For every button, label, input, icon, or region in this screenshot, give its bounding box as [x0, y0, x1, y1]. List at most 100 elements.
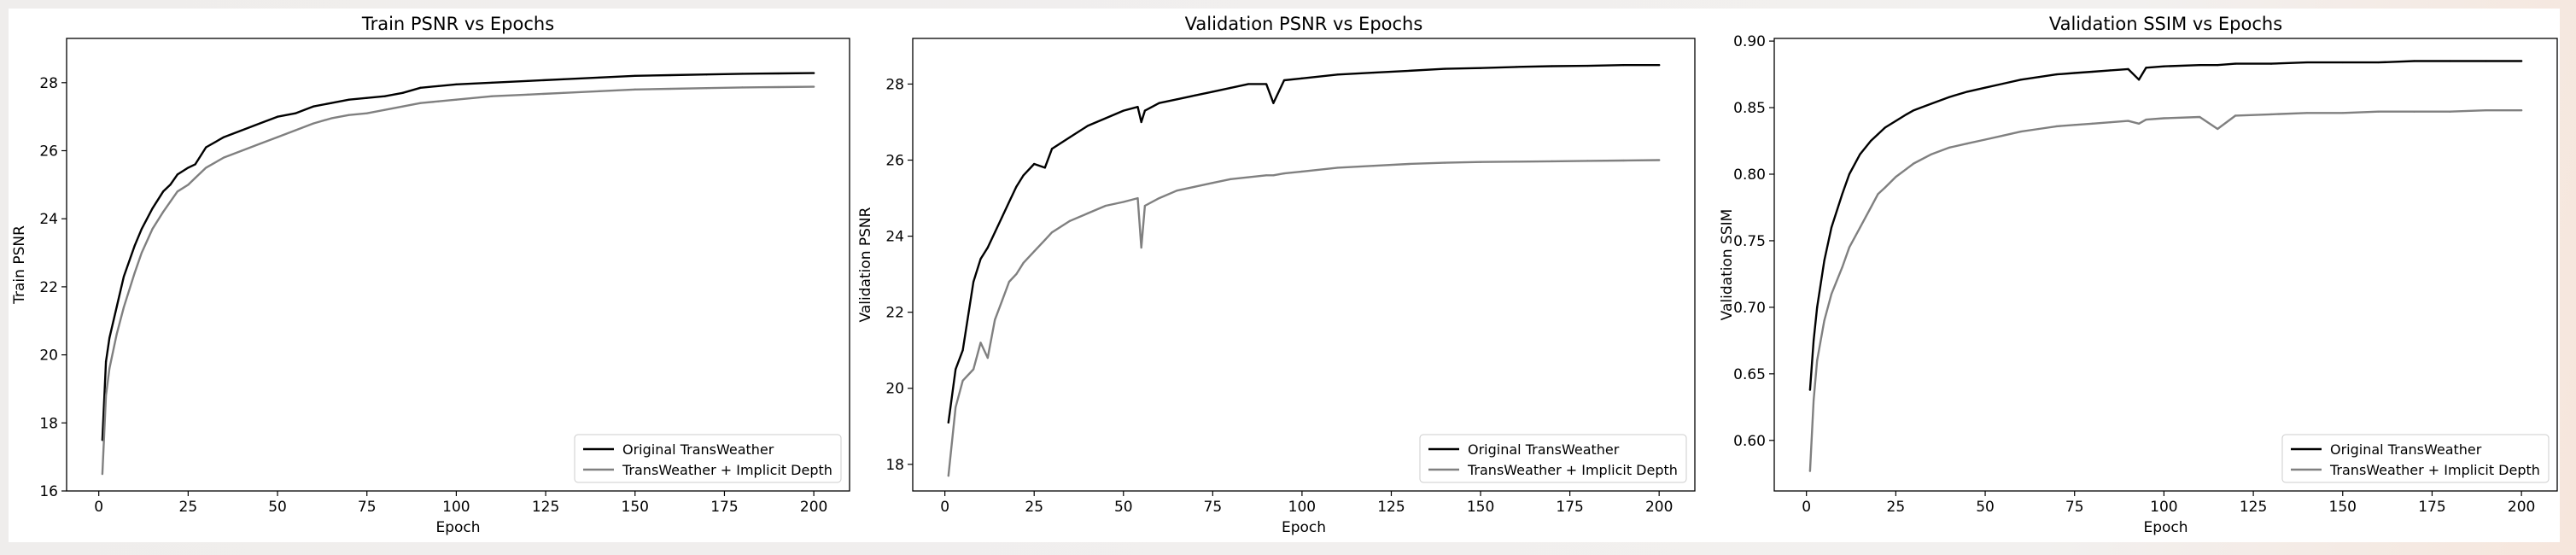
data-point-implicit-depth [1158, 196, 1160, 200]
data-point-implicit-depth [330, 117, 332, 120]
chart-title: Validation PSNR vs Epochs [1185, 14, 1423, 34]
data-point-original-transweather [1931, 102, 1933, 105]
x-axis-label: Epoch [435, 519, 480, 536]
data-point-original-transweather [1033, 162, 1036, 166]
chart-panel-2: Validation PSNR vs Epochs Epoch Validation… [857, 14, 1696, 536]
data-point-implicit-depth [813, 85, 815, 88]
data-point-original-transweather [312, 105, 315, 108]
data-point-implicit-depth [1104, 204, 1107, 207]
data-point-original-transweather [2137, 79, 2141, 81]
y-tick-label: 24 [39, 211, 58, 228]
data-point-implicit-depth [741, 86, 744, 89]
x-tick-label: 25 [1025, 499, 1043, 516]
series-line-original-transweather [1808, 60, 2523, 391]
data-point-original-transweather [986, 246, 989, 249]
y-tick-label: 28 [39, 75, 58, 92]
y-tick-label: 26 [39, 143, 58, 161]
y-tick-label: 18 [39, 415, 58, 432]
data-point-original-transweather [1158, 102, 1160, 104]
x-tick-label: 50 [1114, 499, 1133, 516]
plot-area [1773, 38, 2558, 492]
data-point-original-transweather [1008, 201, 1011, 203]
data-point-implicit-depth [2449, 110, 2451, 113]
data-point-original-transweather [1841, 193, 1843, 196]
data-point-original-transweather [1194, 94, 1196, 96]
data-point-original-transweather [705, 73, 708, 76]
data-point-implicit-depth [1143, 204, 1146, 207]
data-point-original-transweather [1905, 113, 1908, 115]
data-point-implicit-depth [2001, 134, 2005, 137]
data-point-implicit-depth [133, 272, 136, 275]
data-point-implicit-depth [1823, 319, 1825, 322]
x-tick-label: 175 [2418, 499, 2445, 516]
data-point-implicit-depth [2485, 109, 2487, 112]
data-point-original-transweather [2109, 69, 2112, 72]
data-point-implicit-depth [1586, 160, 1589, 162]
data-point-original-transweather [2019, 79, 2023, 81]
y-tick-label: 0.60 [1733, 433, 1766, 450]
data-point-original-transweather [241, 129, 243, 131]
data-point-original-transweather [2269, 62, 2273, 65]
data-point-original-transweather [947, 421, 949, 424]
data-point-original-transweather [2377, 61, 2380, 64]
data-point-original-transweather [2217, 64, 2219, 67]
x-tick-label: 150 [1467, 499, 1494, 516]
data-point-implicit-depth [1816, 359, 1819, 362]
data-point-original-transweather [2127, 67, 2129, 70]
data-point-original-transweather [122, 275, 126, 278]
data-point-original-transweather [294, 112, 297, 114]
data-point-implicit-depth [2073, 124, 2076, 126]
data-point-original-transweather [634, 74, 636, 77]
data-point-original-transweather [1022, 174, 1025, 177]
data-point-original-transweather [1830, 226, 1833, 229]
x-tick-label: 125 [1377, 499, 1405, 516]
data-point-implicit-depth [1408, 162, 1411, 166]
data-point-implicit-depth [419, 102, 422, 104]
data-point-original-transweather [1140, 120, 1142, 124]
data-point-implicit-depth [1983, 138, 1987, 141]
data-point-implicit-depth [2521, 109, 2523, 112]
data-point-implicit-depth [1869, 206, 1872, 209]
data-point-original-transweather [1051, 148, 1054, 150]
data-point-implicit-depth [1877, 193, 1879, 196]
data-point-original-transweather [813, 72, 815, 74]
legend-label-implicit-depth: TransWeather + Implicit Depth [622, 462, 832, 478]
x-tick-label: 0 [1802, 499, 1811, 516]
data-point-original-transweather [104, 360, 108, 363]
data-point-original-transweather [437, 85, 440, 87]
data-point-original-transweather [1265, 83, 1268, 85]
data-point-original-transweather [419, 86, 422, 89]
data-point-original-transweather [2001, 82, 2005, 85]
data-point-original-transweather [1895, 120, 1897, 122]
data-point-original-transweather [365, 96, 368, 99]
data-point-implicit-depth [1966, 143, 1969, 145]
x-tick-label: 75 [358, 499, 377, 516]
data-point-implicit-depth [961, 379, 964, 382]
data-point-implicit-depth [1905, 167, 1908, 170]
data-point-implicit-depth [979, 342, 982, 344]
data-point-implicit-depth [1272, 174, 1275, 177]
data-point-implicit-depth [1948, 146, 1951, 149]
x-tick-label: 25 [1887, 499, 1906, 516]
data-point-original-transweather [527, 79, 529, 82]
data-point-original-transweather [1622, 64, 1625, 67]
x-tick-label: 200 [2508, 499, 2535, 516]
data-point-original-transweather [1884, 126, 1886, 129]
data-point-implicit-depth [1247, 176, 1250, 178]
legend-box [1419, 434, 1687, 483]
data-point-original-transweather [1001, 216, 1003, 219]
data-point-original-transweather [598, 76, 600, 79]
data-point-original-transweather [187, 166, 190, 169]
x-tick-label: 100 [2150, 499, 2177, 516]
data-point-original-transweather [973, 280, 975, 283]
data-point-original-transweather [1586, 64, 1589, 67]
data-point-implicit-depth [1859, 226, 1861, 229]
x-tick-label: 125 [532, 499, 559, 516]
data-point-original-transweather [2449, 60, 2451, 62]
x-tick-label: 125 [2240, 499, 2267, 516]
data-point-original-transweather [1122, 109, 1124, 112]
legend-label-original-transweather: Original TransWeather [1468, 441, 1620, 458]
data-point-implicit-depth [259, 143, 261, 145]
y-tick-label: 0.65 [1733, 366, 1766, 383]
y-tick-label: 28 [885, 76, 904, 93]
